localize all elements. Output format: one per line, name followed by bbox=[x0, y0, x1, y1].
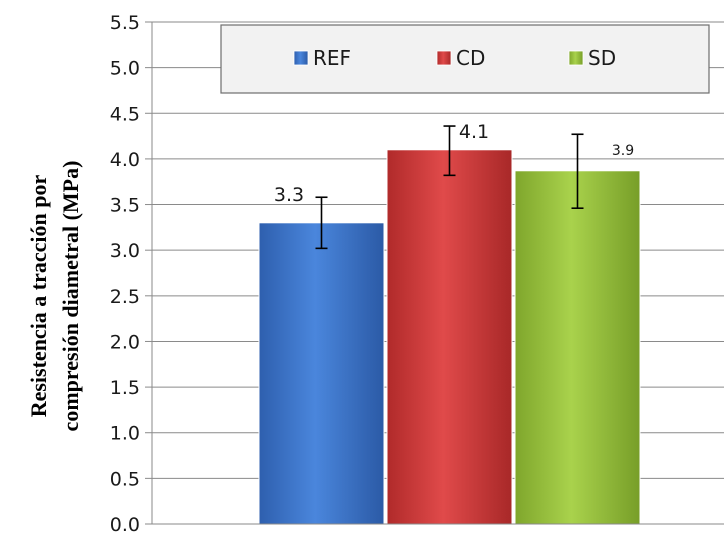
bars: 3.3 4.1 3.9 bbox=[258, 121, 641, 525]
bar-sd bbox=[514, 170, 641, 525]
y-tick-label: 4.0 bbox=[110, 149, 140, 171]
legend-swatch-cd bbox=[436, 50, 452, 66]
data-label-cd: 4.1 bbox=[459, 121, 489, 143]
y-axis-title: Resistencia a tracción por compresión di… bbox=[26, 161, 83, 432]
y-tick-label: 0.0 bbox=[110, 514, 140, 534]
bar-ref bbox=[258, 222, 385, 525]
y-tick-label: 5.0 bbox=[110, 58, 140, 80]
legend-swatch-sd bbox=[568, 50, 584, 66]
data-label-sd: 3.9 bbox=[612, 143, 634, 159]
y-tick-label: 2.5 bbox=[110, 286, 140, 308]
y-tick-label: 0.5 bbox=[110, 468, 140, 490]
y-axis-label-line1: Resistencia a tracción por bbox=[26, 174, 51, 417]
y-tick-label: 2.0 bbox=[110, 331, 140, 353]
bar-cd bbox=[386, 149, 513, 525]
legend: REF CD SD bbox=[220, 24, 710, 94]
y-tick-label: 5.5 bbox=[110, 12, 140, 34]
axes: 0.0 0.5 1.0 1.5 2.0 2.5 3.0 3.5 4.0 4.5 5.0 5.5 bbox=[110, 12, 724, 534]
legend-label-sd: SD bbox=[588, 46, 616, 70]
y-tick-label: 3.5 bbox=[110, 195, 140, 217]
y-tick-label: 4.5 bbox=[110, 103, 140, 125]
y-tick-label: 1.0 bbox=[110, 423, 140, 445]
legend-swatch-ref bbox=[293, 50, 309, 66]
y-tick-label: 1.5 bbox=[110, 377, 140, 399]
legend-label-ref: REF bbox=[313, 46, 351, 70]
data-label-ref: 3.3 bbox=[274, 184, 304, 206]
legend-label-cd: CD bbox=[456, 46, 485, 70]
y-axis-label-line2: compresión diametral (MPa) bbox=[58, 161, 83, 432]
y-tick-label: 3.0 bbox=[110, 240, 140, 262]
